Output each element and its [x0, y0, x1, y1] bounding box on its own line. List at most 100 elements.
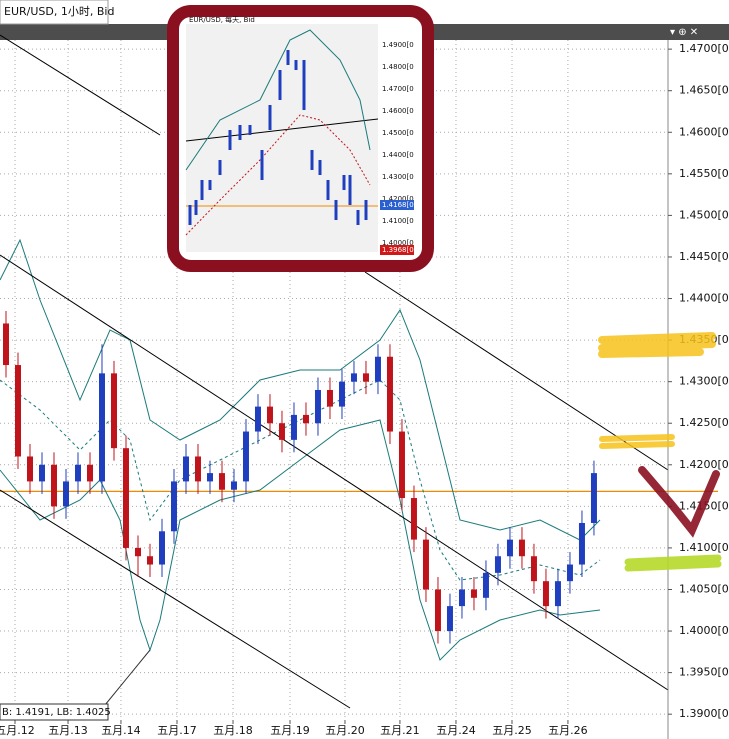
candle-body: [590, 473, 597, 523]
y-tick-label: 1.3950[0: [679, 666, 729, 679]
chart-title: EUR/USD, 1小时, Bid: [4, 5, 114, 18]
candle-body: [410, 498, 417, 540]
highlights: [598, 332, 722, 572]
inset-price-tag: 1.4168[0: [382, 201, 414, 209]
inset-tick-label: 1.4400[0: [382, 151, 414, 159]
candle-body: [458, 589, 465, 607]
y-tick-label: 1.4500[0: [679, 208, 729, 221]
x-tick-label: 五月.24: [436, 724, 476, 737]
candle-body: [170, 481, 177, 532]
inset-price-tag-box: [380, 200, 414, 210]
inset: EUR/USD, 每天, Bid 1.4900[0 1.4800[0 1.4700[…: [167, 5, 434, 272]
candle-body: [62, 481, 69, 507]
check-mark: [638, 466, 720, 538]
candle-body: [314, 389, 321, 424]
y-tick-label: 1.3900[0: [679, 707, 729, 720]
inset-tick-label: 1.4100[0: [382, 217, 414, 225]
candle-body: [446, 606, 453, 632]
inset-ma: [185, 114, 371, 236]
candle-body: [374, 356, 381, 382]
candle-body: [350, 373, 357, 382]
tab[interactable]: [0, 0, 109, 25]
x-tick-label: 五月.26: [548, 724, 588, 737]
x-tick-label: 五月.25: [492, 724, 532, 737]
y-tick-label: 1.4700[0: [679, 42, 729, 55]
y-tick-label: 1.4400[0: [679, 292, 729, 305]
inset-title: EUR/USD, 每天, Bid: [189, 15, 255, 24]
inset-tick-label: 1.4600[0: [382, 107, 414, 115]
candle-body: [338, 381, 345, 407]
inset-trend: [185, 118, 379, 142]
candle-body: [194, 456, 201, 482]
y-tick-label: 1.4550[0: [679, 167, 729, 180]
x-tick-label: 五月.19: [270, 724, 310, 737]
inset-band: [185, 29, 371, 171]
candle-body: [422, 539, 429, 590]
candle-body: [14, 365, 21, 457]
candle-body: [290, 414, 297, 440]
inset-low-tag-box: [380, 245, 414, 255]
candle-body: [50, 464, 57, 507]
x-tick-label: 五月.21: [380, 724, 420, 737]
highlight: [624, 554, 722, 572]
x-tick-label: 五月.20: [325, 724, 365, 737]
trend-line: [0, 34, 161, 136]
candle-body: [494, 556, 501, 573]
candle-body: [566, 564, 573, 582]
candle-body: [86, 464, 93, 482]
inset-tick-label: 1.4000[0: [382, 239, 414, 247]
y-tick-label: 1.4600[0: [679, 125, 729, 138]
candle-body: [230, 481, 237, 490]
highlight: [599, 434, 675, 449]
y-tick-label: 1.4050[0: [679, 582, 729, 595]
y-tick-label: 1.4300[0: [679, 375, 729, 388]
y-tick-label: 1.4650[0: [679, 84, 729, 97]
candle-body: [482, 572, 489, 598]
candle-body: [182, 456, 189, 482]
band-upper: [0, 238, 601, 541]
inset-tick-label: 1.4800[0: [382, 63, 414, 71]
y-tick-label: 1.4100[0: [679, 541, 729, 554]
inset-low-tag: 1.3968[0: [382, 246, 414, 254]
candle-body: [506, 539, 513, 557]
annotation-connector: [104, 649, 151, 706]
candle-body: [26, 456, 33, 482]
candle-body: [110, 373, 117, 449]
candle-body: [530, 556, 537, 582]
inset-tick-label: 1.4500[0: [382, 129, 414, 137]
candle-body: [74, 464, 81, 482]
x-tick-label: 五月.18: [213, 724, 253, 737]
inset-ticks: 1.4900[0 1.4800[0 1.4700[0 1.4600[0 1.4500[0…: [382, 41, 414, 247]
window-icons[interactable]: ▾ ⊕ ✕: [670, 27, 698, 38]
trend-line: [0, 254, 669, 691]
candle-body: [578, 522, 585, 565]
candle-body: [362, 373, 369, 382]
annotation: B: 1.4191, LB: 1.4025: [2, 707, 111, 718]
y-tick-label: 1.4000[0: [679, 624, 729, 637]
candle-body: [470, 589, 477, 598]
candle-body: [38, 464, 45, 482]
annotation-box: [0, 703, 109, 721]
inset-candles: [188, 50, 368, 225]
candle-body: [146, 556, 153, 565]
inset-tick-label: 1.4300[0: [382, 173, 414, 181]
candle-body: [218, 473, 225, 490]
inset-tick-label: 1.4700[0: [382, 85, 414, 93]
candle-body: [158, 531, 165, 565]
candle-body: [434, 589, 441, 632]
inset-tick-label: 1.4900[0: [382, 41, 414, 49]
candle-body: [206, 473, 213, 482]
candle-body: [242, 431, 249, 482]
y-tick-label: 1.4200[0: [679, 458, 729, 471]
candle-body: [302, 414, 309, 424]
candle-body: [254, 406, 261, 432]
inset-plot: [186, 24, 378, 252]
candle-body: [134, 547, 141, 557]
y-tick-label: 1.4250[0: [679, 416, 729, 429]
inset-tick-label: 1.4200[0: [382, 195, 414, 203]
candle-body: [266, 406, 273, 424]
candle-body: [554, 581, 561, 607]
candle-body: [278, 423, 285, 440]
candle-body: [542, 581, 549, 607]
